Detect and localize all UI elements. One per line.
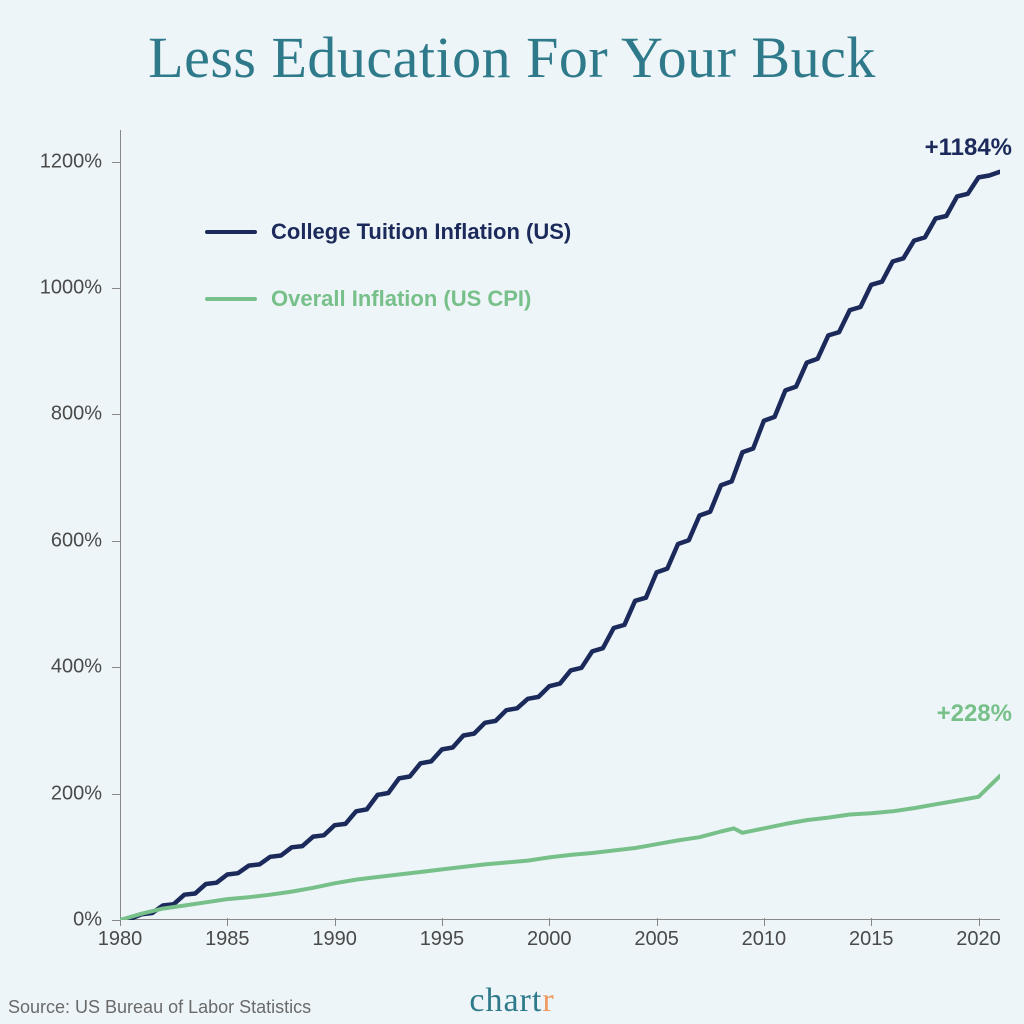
source-text: Source: US Bureau of Labor Statistics <box>8 997 311 1018</box>
brand-r: r <box>542 982 554 1019</box>
chart-area: 0%200%400%600%800%1000%1200% 19801985199… <box>0 130 1024 960</box>
x-tick-label: 2005 <box>634 928 679 951</box>
legend-label-cpi: Overall Inflation (US CPI) <box>271 286 531 311</box>
chart-title: Less Education For Your Buck <box>0 24 1024 91</box>
y-tick-label: 400% <box>51 656 102 679</box>
legend-tuition: College Tuition Inflation (US) <box>205 218 571 245</box>
y-tick-label: 800% <box>51 403 102 426</box>
y-tick-label: 600% <box>51 529 102 552</box>
brand-logo: chartr <box>469 982 554 1020</box>
y-tick-label: 200% <box>51 782 102 805</box>
end-label-cpi: +228% <box>937 700 1012 728</box>
plot-canvas <box>120 130 1000 920</box>
y-tick-mark <box>112 794 120 795</box>
series-cpi <box>120 776 1000 920</box>
y-tick-mark <box>112 920 120 921</box>
y-tick-mark <box>112 541 120 542</box>
x-tick-label: 1985 <box>205 928 250 951</box>
legend-swatch-cpi <box>205 297 257 301</box>
legend-swatch-tuition <box>205 230 257 234</box>
legend-label-tuition: College Tuition Inflation (US) <box>271 219 571 244</box>
end-label-tuition: +1184% <box>925 134 1012 162</box>
y-tick-label: 1200% <box>40 150 102 173</box>
x-tick-label: 1990 <box>312 928 357 951</box>
x-tick-label: 1980 <box>98 928 143 951</box>
y-tick-mark <box>112 288 120 289</box>
x-tick-label: 1995 <box>420 928 465 951</box>
x-tick-label: 2015 <box>849 928 894 951</box>
x-tick-label: 2010 <box>742 928 787 951</box>
y-tick-mark <box>112 162 120 163</box>
brand-chart: chart <box>469 982 542 1019</box>
y-tick-label: 1000% <box>40 277 102 300</box>
series-tuition <box>120 172 1000 920</box>
x-tick-label: 2000 <box>527 928 572 951</box>
y-tick-mark <box>112 667 120 668</box>
x-tick-label: 2020 <box>956 928 1001 951</box>
legend-cpi: Overall Inflation (US CPI) <box>205 285 531 312</box>
y-tick-mark <box>112 414 120 415</box>
